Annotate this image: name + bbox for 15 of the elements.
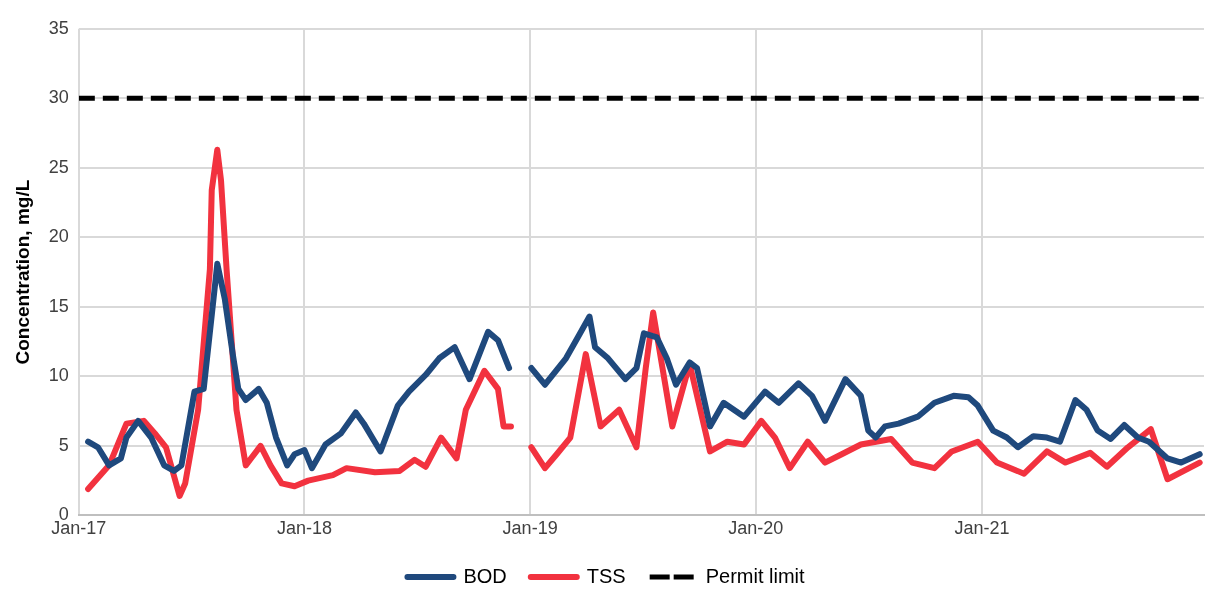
x-tick-label: Jan-19: [502, 518, 558, 539]
x-tick-label: Jan-20: [728, 518, 784, 539]
x-tick-label: Jan-18: [276, 518, 332, 539]
x-tick-label: Jan-21: [954, 518, 1010, 539]
legend-label: Permit limit: [705, 564, 805, 587]
y-tick-label: 30: [48, 87, 69, 108]
y-tick-label: 25: [48, 156, 69, 177]
legend-label: BOD: [463, 564, 507, 587]
y-tick-label: 10: [48, 365, 69, 386]
y-tick-label: 15: [48, 295, 69, 316]
legend-label: TSS: [586, 564, 626, 587]
y-tick-label: 35: [48, 17, 69, 38]
y-tick-label: 5: [58, 434, 69, 455]
y-axis-title: Concentration, mg/L: [11, 179, 33, 365]
y-tick-label: 20: [48, 226, 69, 247]
